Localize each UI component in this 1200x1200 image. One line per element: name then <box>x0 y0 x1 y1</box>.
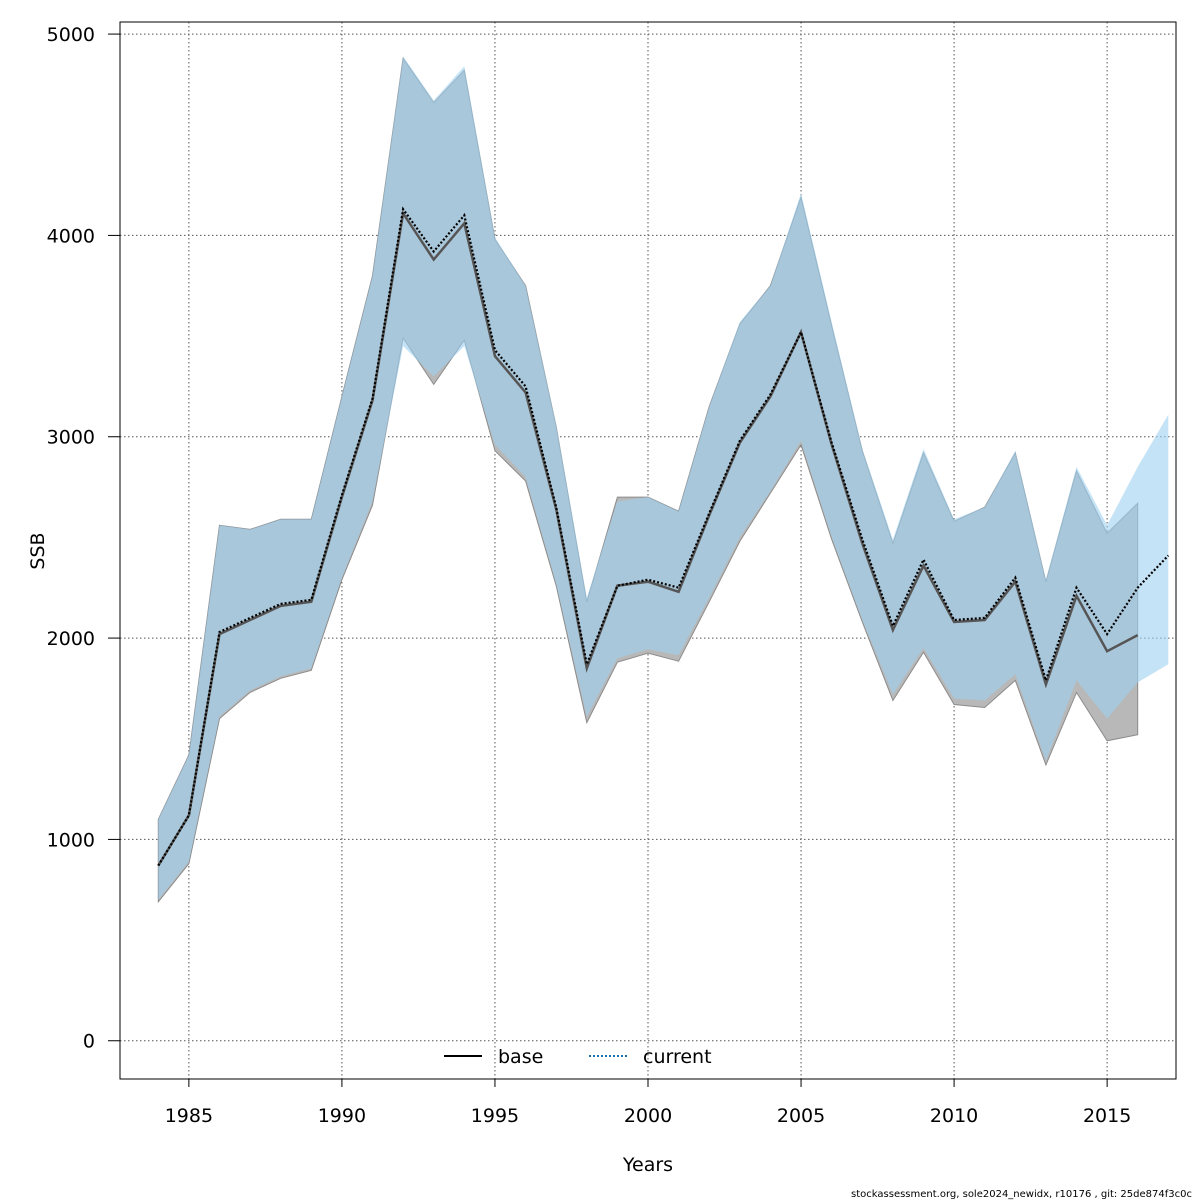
legend-label-base: base <box>498 1046 543 1068</box>
y-axis: 0 1000 2000 3000 4000 5000 <box>47 24 120 1053</box>
legend: base current <box>444 1046 712 1068</box>
legend-label-current: current <box>643 1046 712 1068</box>
x-tick-label-2000: 2000 <box>624 1105 672 1127</box>
x-axis: 1985 1990 1995 2000 2005 2010 2015 <box>165 1078 1131 1127</box>
y-tick-label-1000: 1000 <box>47 829 95 851</box>
x-tick-label-1995: 1995 <box>471 1105 519 1127</box>
x-tick-label-1990: 1990 <box>318 1105 366 1127</box>
x-tick-label-2005: 2005 <box>777 1105 825 1127</box>
x-tick-label-2010: 2010 <box>930 1105 978 1127</box>
footer-credit: stockassessment.org, sole2024_newidx, r1… <box>851 1189 1192 1200</box>
band-current <box>158 56 1169 900</box>
x-axis-title: Years <box>622 1154 673 1176</box>
y-tick-label-4000: 4000 <box>47 225 95 247</box>
y-axis-title: SSB <box>27 532 49 569</box>
confidence-bands <box>157 56 1169 904</box>
y-tick-label-2000: 2000 <box>47 628 95 650</box>
x-tick-label-1985: 1985 <box>165 1105 213 1127</box>
y-tick-label-5000: 5000 <box>47 24 95 46</box>
y-tick-label-3000: 3000 <box>47 427 95 449</box>
series-lines <box>157 206 1170 867</box>
line-current <box>157 206 1170 867</box>
x-tick-label-2015: 2015 <box>1083 1105 1131 1127</box>
y-tick-label-0: 0 <box>83 1031 95 1053</box>
